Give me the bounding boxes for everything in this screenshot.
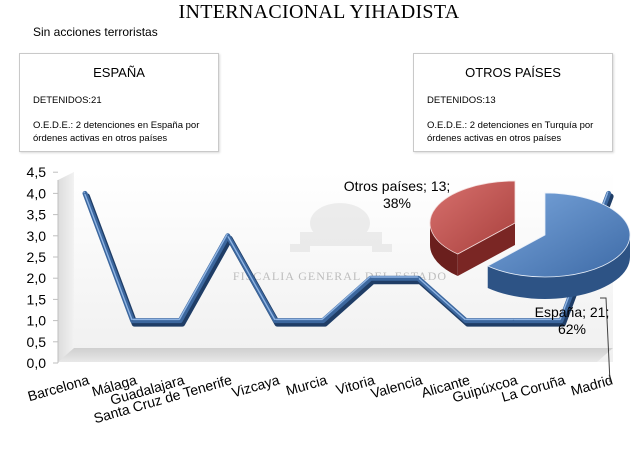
spain-box-heading: ESPAÑA	[93, 65, 145, 80]
pie-label-espana-percent: 62%	[558, 321, 586, 337]
pie-label-otros-paises: Otros países; 13;	[344, 178, 451, 194]
data-point-7	[369, 277, 372, 280]
data-point-2	[131, 319, 134, 322]
data-point-11	[560, 319, 562, 322]
y-tick-label: 1,0	[27, 313, 47, 329]
data-point-9	[465, 319, 467, 322]
watermark-emblem	[290, 203, 392, 252]
y-tick-label: 1,5	[27, 291, 47, 307]
x-tick-label: Vizcaya	[230, 371, 281, 400]
x-tick-label: Barcelona	[26, 371, 91, 404]
plot-side-wall	[58, 172, 74, 362]
data-point-6	[322, 319, 324, 322]
pie-label-espana: España; 21;	[535, 304, 610, 320]
y-tick-label: 0,5	[27, 334, 47, 350]
series-line-highlight	[83, 191, 609, 321]
pie-slice-otros-paises-cut	[457, 223, 515, 277]
y-tick-label: 4,5	[27, 164, 47, 180]
data-point-5	[274, 319, 277, 322]
x-tick-label: Madrid	[569, 372, 615, 399]
series-line-shadow	[84, 193, 614, 327]
y-tick-label: 2,0	[27, 270, 47, 286]
data-point-12	[607, 192, 610, 195]
pie-slice-espana-side	[487, 235, 630, 300]
other-countries-detained-count: DETENIDOS:13	[427, 95, 496, 106]
pie-leader-line	[600, 297, 611, 383]
y-tick-label: 3,0	[27, 228, 47, 244]
data-point-3	[179, 319, 181, 322]
y-tick-label: 3,5	[27, 207, 47, 223]
data-point-8	[417, 277, 420, 280]
plot-floor	[58, 348, 613, 362]
page-title: INTERNACIONAL YIHADISTA	[178, 1, 460, 23]
pie-slice-otros-paises	[429, 180, 516, 255]
other-countries-box-heading: OTROS PAÍSES	[465, 65, 561, 80]
y-tick-label: 4,0	[27, 185, 47, 201]
page-subtitle: Sin acciones terroristas	[33, 25, 158, 39]
y-tick-label: 2,5	[27, 249, 47, 265]
series-line	[82, 190, 612, 324]
pie-slice-espana	[486, 192, 631, 278]
spain-oede-note: O.E.D.E.: 2 detenciones en España por ór…	[33, 120, 200, 144]
y-tick-label: 0,0	[27, 355, 47, 371]
pie-label-otros-paises-percent: 38%	[383, 195, 411, 211]
pie-slice-otros-paises-side	[430, 223, 458, 277]
data-point-10	[512, 319, 515, 322]
data-point-4	[227, 235, 229, 237]
other-countries-summary-box: OTROS PAÍSES DETENIDOS:13 O.E.D.E.: 2 de…	[413, 53, 613, 152]
x-tick-label: Valencia	[369, 371, 424, 401]
x-tick-label: Murcia	[284, 371, 329, 398]
other-countries-oede-note: O.E.D.E.: 2 detenciones en Turquía por ó…	[427, 120, 594, 144]
spain-summary-box: ESPAÑA DETENIDOS:21 O.E.D.E.: 2 detencio…	[19, 53, 219, 152]
data-point-1	[84, 192, 86, 195]
spain-detained-count: DETENIDOS:21	[33, 95, 102, 106]
